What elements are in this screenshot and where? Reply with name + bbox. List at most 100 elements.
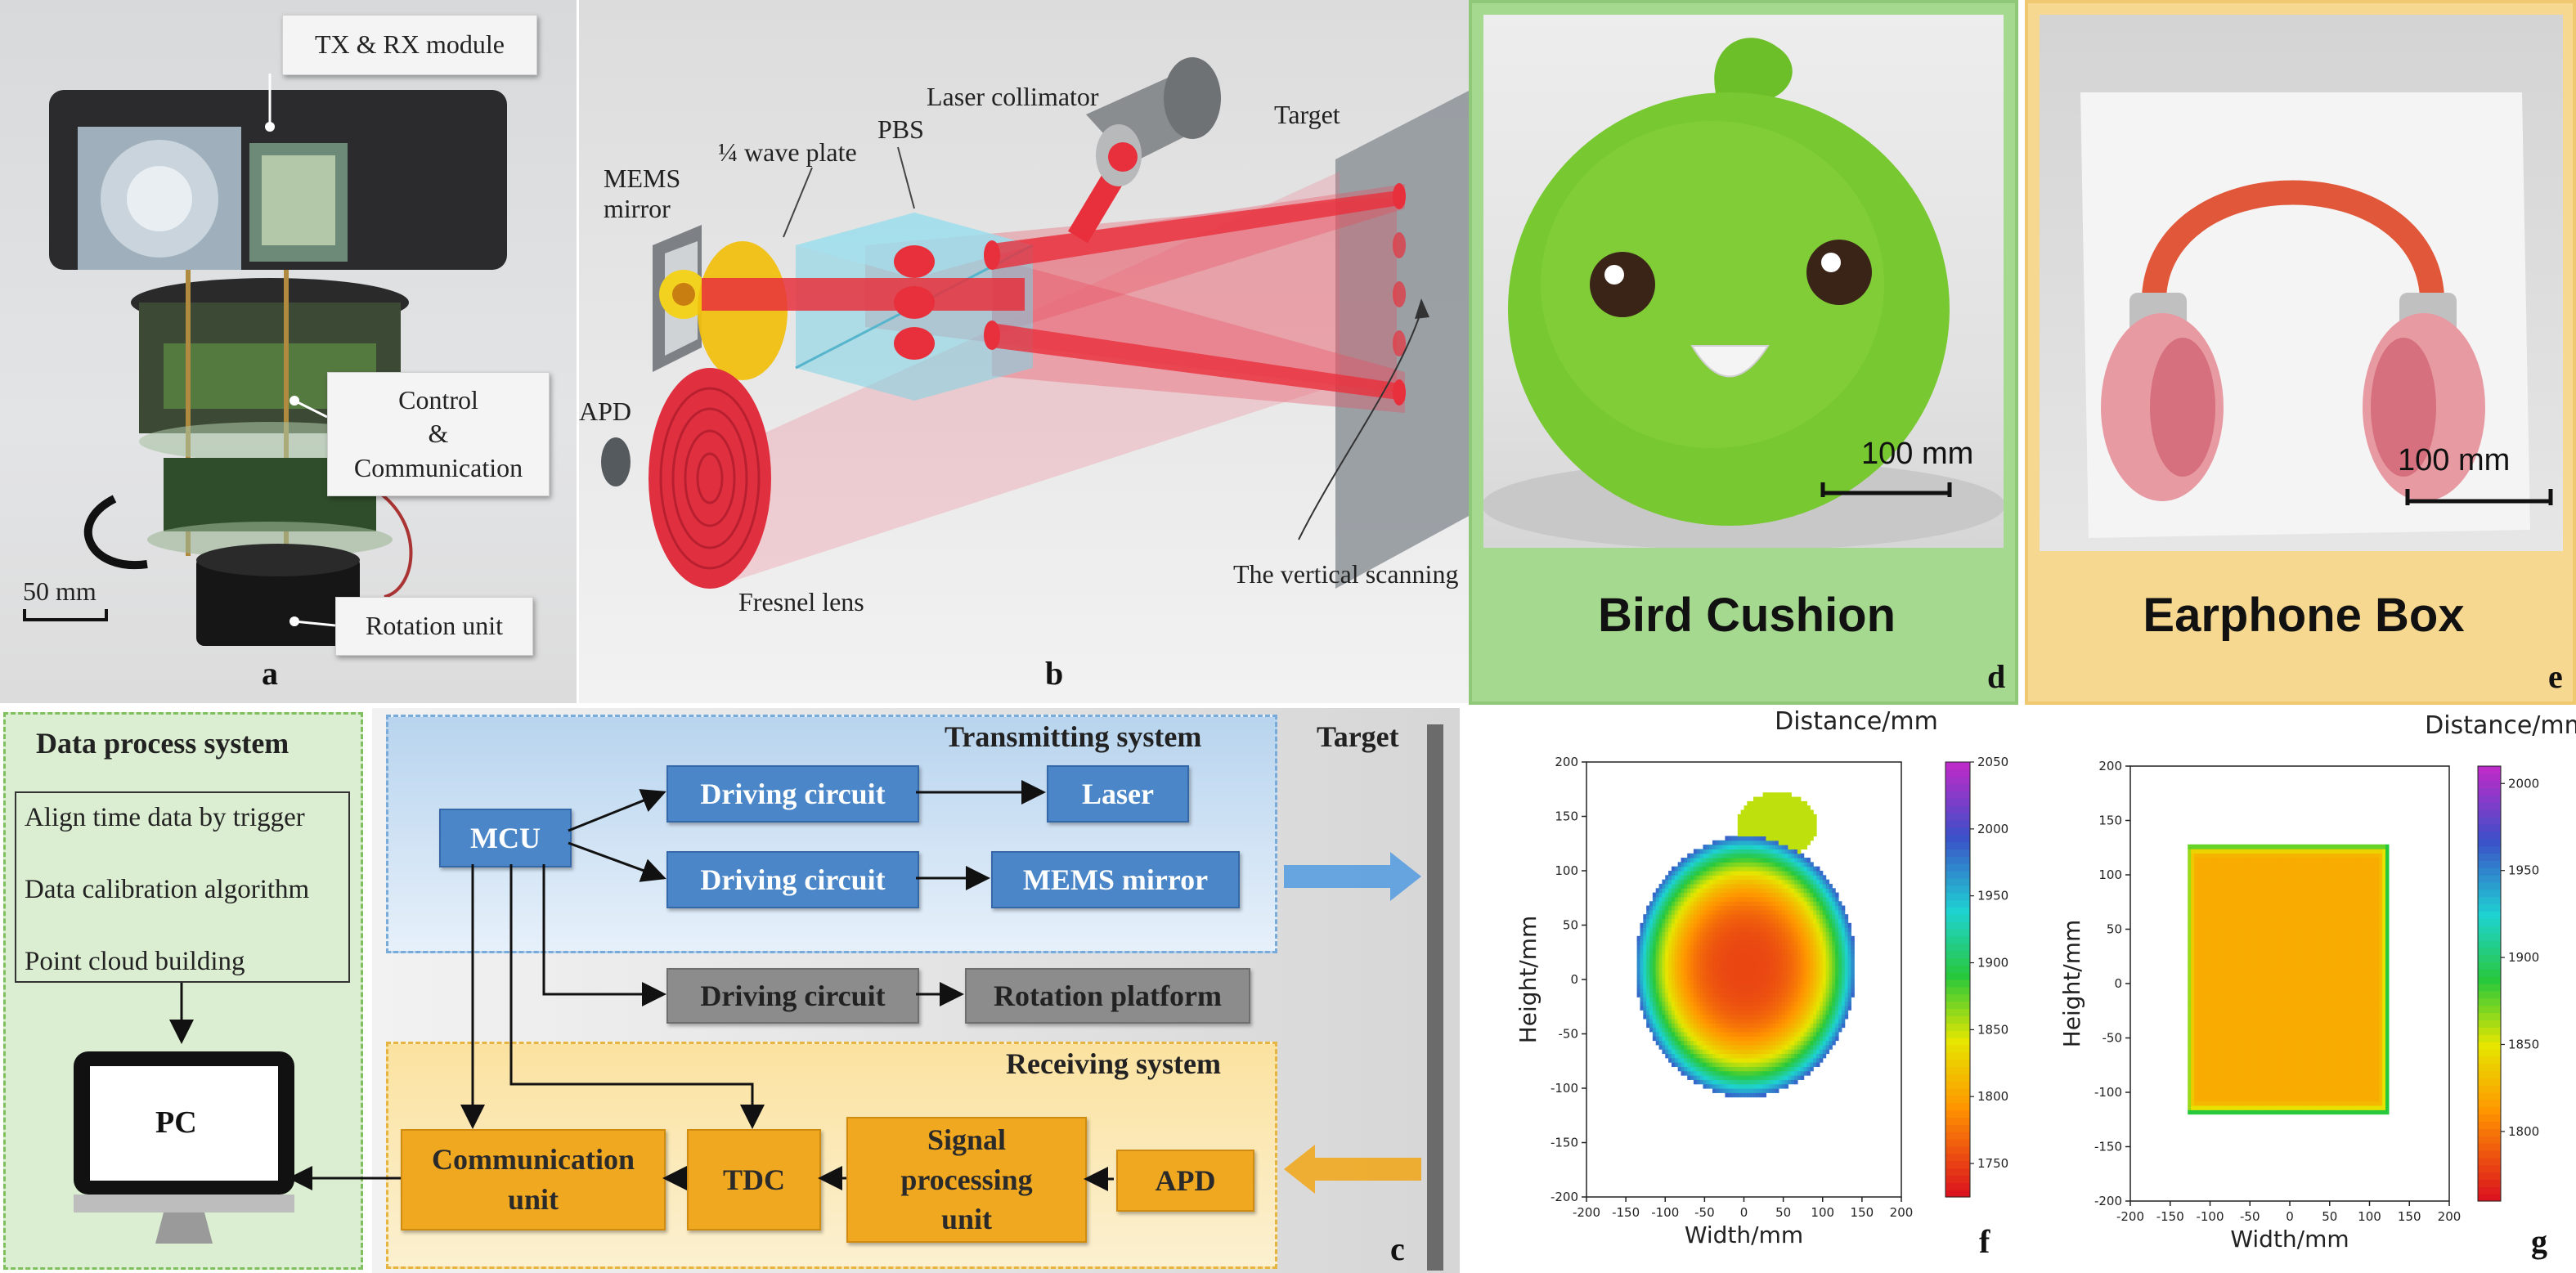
point-cell [2248,1109,2252,1115]
point-cell [1784,871,1788,876]
point-cell [1800,871,1805,876]
point-cell [2194,939,2198,945]
point-cell [1709,957,1713,963]
point-cell [2226,1105,2230,1110]
point-cell [1744,905,1748,911]
point-cell [2206,970,2211,975]
colorbar-segment [1945,1008,1970,1016]
point-cell [1709,1040,1713,1046]
point-cell [1753,888,1757,894]
point-cell [2213,1096,2217,1102]
point-cell [2223,1096,2227,1102]
point-cell [1734,1014,1739,1020]
point-cell [1715,1088,1720,1093]
point-cell [1715,948,1720,954]
point-cell [1844,948,1849,954]
point-cell [1718,1083,1723,1089]
point-cell [1718,997,1723,1002]
point-cell [1813,875,1817,881]
point-cell [1822,922,1827,928]
point-cell [2248,1014,2252,1020]
point-cell [1794,953,1798,958]
point-cell [2213,1053,2217,1059]
point-cell [1816,957,1820,963]
point-cell [2228,966,2233,971]
point-cell [1766,931,1770,937]
point-cell [1658,1010,1663,1015]
point-cell [2191,896,2195,902]
point-cell [1822,935,1827,941]
point-cell [1693,918,1698,924]
point-cell [1665,1023,1669,1029]
point-cell [2232,1087,2237,1093]
point-cell [1784,818,1788,824]
point-cell [1838,935,1842,941]
point-cell [1803,931,1808,937]
point-cell [2194,979,2198,984]
point-cell [1747,901,1751,907]
point-cell [1703,940,1707,946]
point-cell [1762,988,1767,993]
point-cell [2197,1005,2201,1011]
point-cell [1737,922,1742,928]
point-cell [2213,909,2217,915]
point-cell [2206,857,2211,863]
point-cell [2245,1109,2249,1115]
point-cell [2238,1087,2243,1093]
point-cell [1775,1057,1779,1063]
point-cell [1706,931,1710,937]
point-cell [2206,939,2211,945]
point-cell [2228,988,2233,993]
point-cell [2200,1027,2205,1033]
point-cell [1699,957,1704,963]
point-cell [1832,975,1836,980]
point-cell [2216,875,2220,880]
point-cell [1829,1040,1833,1046]
point-cell [1674,1018,1679,1024]
point-cell [2219,931,2224,937]
point-cell [1665,957,1669,963]
point-cell [1706,866,1710,872]
point-cell [1794,896,1798,902]
point-cell [1703,845,1707,849]
point-cell [2216,1066,2220,1071]
point-cell [1677,957,1682,963]
point-cell [1744,883,1748,889]
point-cell [1646,914,1650,920]
point-cell [2191,1053,2195,1059]
point-cell [2213,957,2217,962]
point-cell [1769,984,1773,989]
point-cell [1684,975,1688,980]
point-cell [1759,997,1764,1002]
point-cell [1813,871,1817,876]
point-cell [2206,961,2211,967]
point-cell [1781,831,1786,837]
point-cell [1718,1005,1723,1011]
point-cell [1832,1036,1836,1042]
point-cell [2226,879,2230,885]
point-cell [1788,992,1792,997]
point-cell [1728,1014,1732,1020]
point-cell [1690,1023,1694,1029]
point-cell [1800,944,1805,950]
point-cell [1750,901,1754,907]
point-cell [1677,1023,1682,1029]
point-cell [1788,922,1792,928]
point-cell [1838,927,1842,933]
point-cell [1781,836,1786,841]
point-cell [1687,875,1691,881]
point-cell [1693,888,1698,894]
point-cell [2197,931,2201,937]
point-cell [2210,1001,2214,1006]
point-cell [1769,914,1773,920]
point-cell [1690,922,1694,928]
point-cell [1784,800,1788,806]
point-cell [2194,909,2198,915]
point-cell [1718,957,1723,963]
point-cell [2203,1005,2208,1011]
point-cell [1655,927,1660,933]
point-cell [1681,1066,1685,1072]
point-cell [1794,979,1798,984]
point-cell [2194,1079,2198,1084]
point-cell [1756,984,1761,989]
